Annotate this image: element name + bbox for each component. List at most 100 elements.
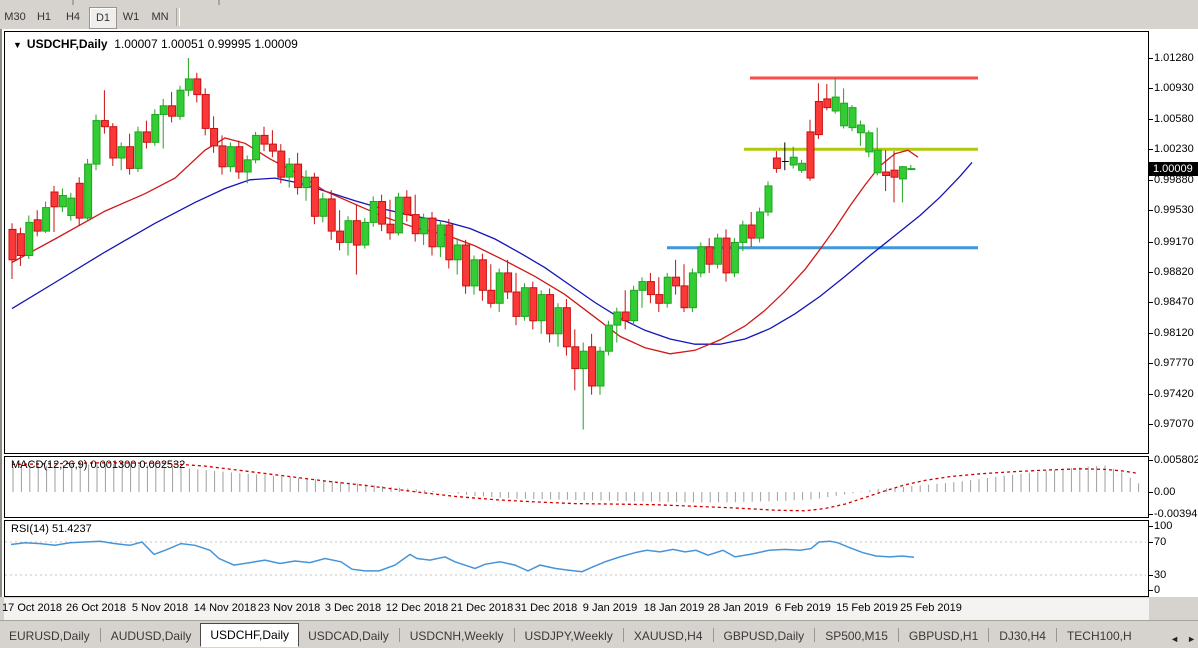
chart-tab-xauusd[interactable]: XAUUSD,H4 [633, 629, 703, 643]
price-axis-label: 0.98120 [1154, 326, 1194, 339]
price-axis-label: 0.97420 [1154, 387, 1194, 400]
date-axis-label: 5 Nov 2018 [131, 602, 189, 614]
macd-axis-label: -0.003945 [1154, 507, 1198, 520]
macd-axis-label: 0.005802 [1154, 454, 1198, 466]
timeframe-button-h1[interactable]: H1 [36, 11, 52, 23]
chart-tab-tech100[interactable]: TECH100,H [1066, 629, 1132, 643]
chart-tab-sp500[interactable]: SP500,M15 [825, 629, 888, 643]
price-axis-label: 0.99530 [1154, 204, 1194, 217]
tab-separator [622, 628, 624, 642]
axis-tick [1149, 302, 1153, 304]
axis-tick [1149, 460, 1153, 461]
price-axis-label: 0.99880 [1154, 173, 1194, 186]
rsi-axis-label: 100 [1154, 520, 1173, 532]
date-axis-label: 12 Dec 2018 [385, 602, 449, 614]
chart-ohlc-values: 1.00007 1.00051 0.99995 1.00009 [114, 37, 298, 51]
rsi-label: RSI(14) 51.4237 [11, 523, 92, 535]
chart-tab-usdjpy[interactable]: USDJPY,Weekly [524, 629, 613, 643]
timeframe-button-h4[interactable]: H4 [65, 11, 81, 23]
tab-scroll-left-icon[interactable]: ◄ [1170, 634, 1180, 644]
tab-scroll-right-icon[interactable]: ► [1187, 634, 1196, 644]
chart-tab-bar: EURUSD,Daily AUDUSD,Daily USDCHF,Daily USDC… [0, 620, 1198, 648]
timeframe-toolbar: M30 H1 H4 D1 W1 MN [0, 6, 1198, 29]
timeframe-button-w1[interactable]: W1 [122, 11, 140, 23]
axis-tick [1149, 575, 1153, 576]
axis-tick [1149, 118, 1153, 120]
chart-tab-gbpusd[interactable]: GBPUSD,Daily [723, 629, 805, 643]
rsi-chart[interactable] [5, 521, 1146, 596]
chart-window: ▼ USDCHF,Daily 1.00007 1.00051 0.99995 1.… [0, 29, 1198, 620]
axis-tick [1149, 332, 1153, 334]
date-axis-label: 17 Oct 2018 [2, 602, 62, 614]
axis-tick [1149, 492, 1153, 493]
date-axis-label: 15 Feb 2019 [836, 602, 898, 614]
date-axis-label: 18 Jan 2019 [643, 602, 705, 614]
date-axis-label: 26 Oct 2018 [66, 602, 126, 614]
macd-chart[interactable] [5, 457, 1146, 517]
timeframe-button-m30[interactable]: M30 [4, 11, 26, 23]
chart-tab-usdcad[interactable]: USDCAD,Daily [308, 629, 389, 643]
current-price-tag: 1.00009 [1149, 161, 1198, 176]
tab-separator [814, 628, 816, 642]
chart-tab-usdchf[interactable]: USDCHF,Daily [200, 623, 300, 647]
chart-tab-dj30[interactable]: DJ30,H4 [999, 629, 1046, 643]
axis-tick [1149, 210, 1153, 212]
tab-separator [712, 628, 714, 642]
price-axis-label: 1.00930 [1154, 82, 1194, 95]
rsi-axis-label: 70 [1154, 536, 1167, 548]
axis-tick [1149, 58, 1153, 59]
macd-label: MACD(12,26,9) 0.001300 0.002532 [11, 459, 186, 471]
tab-separator [897, 628, 899, 642]
tab-separator [1055, 628, 1057, 642]
tab-separator [398, 628, 400, 642]
price-axis-label: 1.00580 [1154, 112, 1194, 125]
price-axis-label: 0.98470 [1154, 296, 1194, 309]
date-axis-label: 21 Dec 2018 [450, 602, 514, 614]
date-axis-label: 23 Nov 2018 [257, 602, 321, 614]
chart-tab-audusd[interactable]: AUDUSD,Daily [110, 629, 192, 643]
date-axis-label: 28 Jan 2019 [707, 602, 769, 614]
axis-tick [1149, 590, 1153, 591]
chart-title: ▼ USDCHF,Daily 1.00007 1.00051 0.99995 1.… [13, 37, 298, 51]
date-axis-label: 14 Nov 2018 [193, 602, 257, 614]
price-chart-pane[interactable]: ▼ USDCHF,Daily 1.00007 1.00051 0.99995 1.… [4, 31, 1149, 454]
chart-tab-usdcnh[interactable]: USDCNH,Weekly [409, 629, 504, 643]
toolbar-separator [176, 8, 180, 26]
date-axis-label: 25 Feb 2019 [900, 602, 962, 614]
tab-separator [99, 628, 101, 642]
rsi-indicator-pane[interactable]: RSI(14) 51.4237 [4, 520, 1149, 597]
date-axis-label: 3 Dec 2018 [324, 602, 382, 614]
price-axis-label: 0.97770 [1154, 357, 1194, 370]
axis-tick [1149, 393, 1153, 395]
axis-tick [1149, 179, 1153, 181]
date-axis-label: 6 Feb 2019 [775, 602, 831, 614]
macd-axis-label: 0.00 [1154, 486, 1176, 498]
tab-scroll-arrows: ◄ ► [1164, 634, 1196, 644]
chart-symbol: USDCHF,Daily [26, 37, 108, 51]
macd-indicator-pane[interactable]: MACD(12,26,9) 0.001300 0.002532 [4, 456, 1149, 518]
rsi-axis-label: 30 [1154, 569, 1167, 581]
rsi-axis-label: 0 [1154, 584, 1161, 596]
axis-tick [1149, 363, 1153, 365]
timeframe-button-mn[interactable]: MN [151, 11, 169, 23]
chart-tab-gbpusd[interactable]: GBPUSD,H1 [908, 629, 979, 643]
date-axis-label: 9 Jan 2019 [582, 602, 638, 614]
collapse-triangle-icon[interactable]: ▼ [13, 40, 22, 50]
date-axis-label: 31 Dec 2018 [514, 602, 578, 614]
tab-separator [513, 628, 515, 642]
date-axis[interactable]: 17 Oct 2018 26 Oct 2018 5 Nov 2018 14 Nov 2… [2, 598, 1149, 620]
candlestick-chart[interactable] [5, 32, 1146, 453]
axis-tick [1149, 513, 1153, 515]
price-axis-label: 0.99170 [1154, 235, 1194, 248]
chart-tab-eurusd[interactable]: EURUSD,Daily [9, 629, 90, 643]
axis-tick [1149, 526, 1153, 527]
price-axis-label: 1.00230 [1154, 143, 1194, 156]
tab-separator [988, 628, 990, 642]
axis-tick [1149, 272, 1153, 274]
timeframe-button-d1[interactable]: D1 [89, 7, 117, 29]
price-axis-label: 1.01280 [1154, 52, 1194, 64]
toolbar-notch [218, 0, 220, 5]
axis-tick [1149, 424, 1153, 426]
axis-tick [1149, 149, 1153, 151]
